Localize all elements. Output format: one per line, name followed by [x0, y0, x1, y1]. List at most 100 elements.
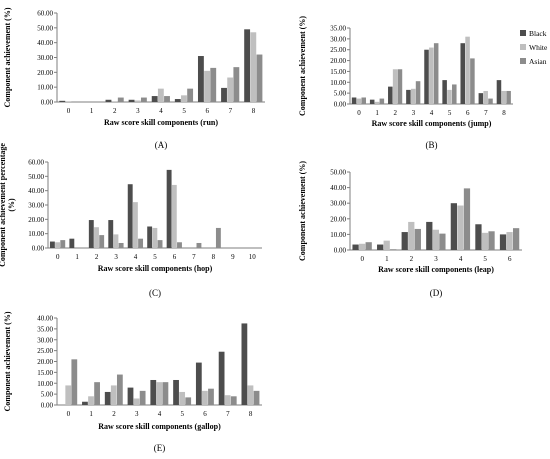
x-tick-label: 0 [67, 410, 71, 418]
bar-black-3 [108, 220, 114, 248]
y-tick-label: 30.00 [37, 54, 53, 62]
bar-white-5 [179, 391, 186, 405]
x-tick-label: 6 [203, 410, 207, 418]
bar-white-6 [506, 232, 513, 250]
x-tick-label: 5 [153, 253, 157, 261]
x-tick-label: 4 [134, 253, 138, 261]
y-tick-label: 15.00 [330, 68, 346, 76]
bar-asian-3 [415, 81, 421, 104]
bar-black-0 [49, 241, 55, 248]
bar-black-2 [88, 220, 94, 248]
bar-white-4 [132, 202, 138, 248]
x-tick-label: 1 [75, 253, 79, 261]
bar-white-1 [88, 396, 94, 405]
bar-asian-2 [117, 97, 124, 102]
bar-black-8 [496, 80, 502, 104]
bar-black-1 [369, 99, 375, 104]
bar-black-0 [59, 100, 66, 102]
x-tick-label: 2 [410, 255, 414, 263]
x-tick-label: 5 [182, 107, 186, 115]
y-tick-label: 20.00 [37, 358, 53, 366]
y-tick-label: 35.00 [37, 325, 53, 333]
x-tick-label: 2 [112, 410, 116, 418]
bar-black-8 [241, 323, 248, 405]
bar-asian-7 [233, 67, 240, 102]
y-tick-label: 0.00 [334, 101, 347, 109]
bar-asian-0 [71, 359, 78, 405]
bar-asian-4 [463, 188, 471, 250]
bar-black-6 [460, 43, 466, 104]
x-tick-label: 8 [252, 107, 256, 115]
bar-asian-0 [365, 242, 372, 250]
bar-black-4 [150, 379, 157, 405]
legend-label-black: Black [529, 29, 547, 38]
legend-swatch-white [520, 44, 526, 50]
bar-black-5 [147, 226, 153, 248]
bar-black-1 [377, 244, 384, 250]
legend-swatch-black [520, 30, 526, 36]
x-tick-label: 2 [95, 253, 99, 261]
legend-swatch-asian [520, 58, 526, 64]
bar-black-3 [406, 89, 411, 104]
x-tick-label: 6 [508, 255, 512, 263]
bar-white-5 [181, 95, 187, 102]
bar-asian-4 [162, 382, 169, 405]
bar-black-4 [450, 203, 457, 250]
bar-black-6 [499, 234, 507, 250]
bar-asian-1 [94, 382, 100, 405]
panel-label: (A) [155, 140, 168, 150]
bar-asian-6 [470, 58, 475, 104]
bar-black-6 [166, 169, 172, 248]
bar-white-5 [447, 89, 452, 104]
y-tick-label: 40.00 [37, 39, 53, 47]
panel-label: (D) [430, 288, 443, 298]
x-tick-label: 0 [357, 109, 361, 117]
bar-white-3 [134, 100, 141, 102]
y-axis-title: Component achievement (%) [3, 311, 12, 411]
x-tick-label: 3 [412, 109, 416, 117]
x-tick-label: 8 [212, 253, 216, 261]
y-tick-label: 40.00 [37, 315, 53, 323]
y-tick-label: 30.00 [28, 202, 44, 210]
x-tick-label: 6 [466, 109, 470, 117]
x-tick-label: 3 [114, 253, 118, 261]
bar-white-6 [171, 184, 177, 248]
y-tick-label: 60.00 [28, 159, 44, 167]
bar-white-4 [156, 382, 163, 405]
y-tick-label: 5.00 [41, 391, 54, 399]
x-axis-title: Raw score skill components (gallop) [98, 422, 221, 431]
y-tick-label: 20.00 [37, 69, 53, 77]
y-tick-label: 5.00 [334, 90, 347, 98]
bar-black-5 [442, 80, 447, 104]
bar-asian-7 [488, 98, 493, 104]
x-tick-label: 4 [158, 410, 162, 418]
x-tick-label: 5 [448, 109, 452, 117]
bar-asian-5 [157, 240, 163, 248]
bar-asian-6 [208, 388, 214, 405]
bar-asian-5 [187, 88, 194, 102]
y-tick-label: 30.00 [330, 200, 346, 208]
bar-white-8 [250, 32, 257, 102]
bar-white-0 [359, 243, 366, 250]
x-tick-label: 0 [361, 255, 365, 263]
x-tick-label: 3 [136, 107, 140, 115]
y-axis-title: Component achievement (%) [298, 16, 307, 116]
bar-white-6 [465, 36, 470, 104]
bar-white-0 [356, 98, 362, 104]
bar-white-7 [224, 395, 231, 405]
bar-asian-4 [433, 43, 439, 104]
x-tick-label: 1 [90, 107, 94, 115]
x-tick-label: 3 [135, 410, 139, 418]
x-tick-label: 8 [502, 109, 506, 117]
bar-black-0 [352, 244, 359, 250]
bar-asian-1 [379, 98, 385, 104]
bar-asian-8 [506, 90, 511, 104]
bar-white-1 [383, 240, 390, 250]
x-tick-label: 2 [394, 109, 398, 117]
panel-label: (C) [149, 288, 161, 298]
legend-label-asian: Asian [529, 57, 547, 66]
bar-black-2 [104, 391, 111, 405]
bar-white-3 [133, 398, 140, 405]
y-tick-label: 50.00 [28, 173, 44, 181]
y-tick-label: 25.00 [330, 46, 346, 54]
